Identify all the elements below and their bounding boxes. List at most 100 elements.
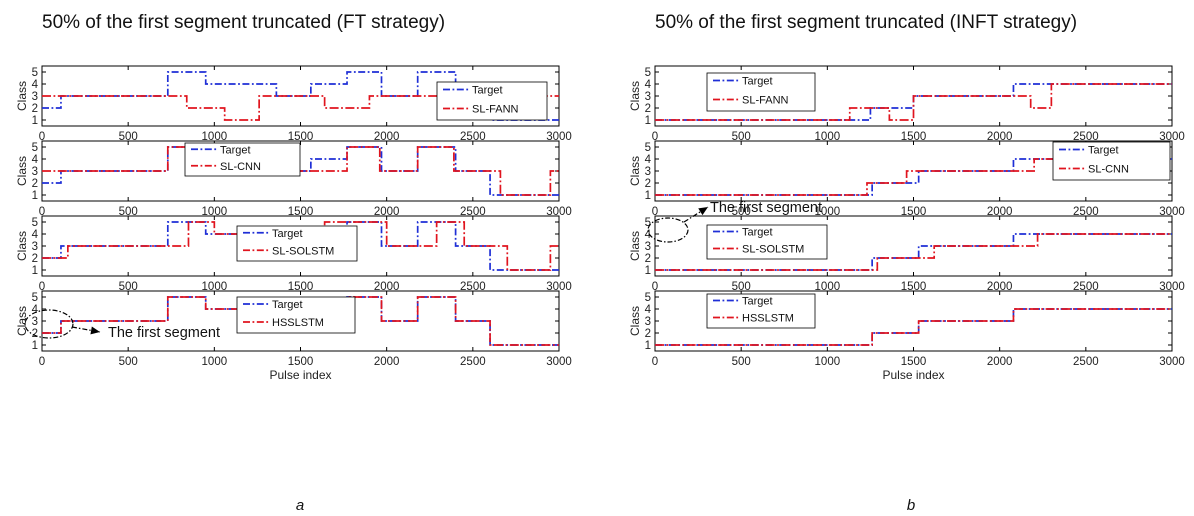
x-tick-label: 1500 xyxy=(288,131,314,143)
x-tick-label: 1500 xyxy=(901,356,927,368)
y-tick-label: 2 xyxy=(645,253,651,265)
x-tick-label: 500 xyxy=(732,281,751,293)
y-tick-label: 3 xyxy=(645,166,651,178)
legend-label-model: SL-FANN xyxy=(472,104,519,116)
legend-box xyxy=(1052,141,1171,181)
column-b-sublabel: b xyxy=(907,497,915,514)
x-tick-label: 500 xyxy=(119,206,138,218)
series-line-model xyxy=(655,233,1172,271)
x-tick-label: 1000 xyxy=(202,281,228,293)
x-tick-label: 0 xyxy=(39,131,45,143)
x-tick-label: 3000 xyxy=(1159,206,1185,218)
x-tick-label: 0 xyxy=(652,356,658,368)
legend-label-target: Target xyxy=(220,144,251,156)
x-tick-label: 0 xyxy=(39,281,45,293)
y-axis-label: Class xyxy=(628,306,642,336)
x-tick-label: 2000 xyxy=(987,206,1013,218)
x-tick-label: 3000 xyxy=(546,206,572,218)
x-tick-label: 2000 xyxy=(374,206,400,218)
y-tick-label: 2 xyxy=(32,253,38,265)
x-tick-label: 1500 xyxy=(288,281,314,293)
x-tick-label: 2500 xyxy=(1073,206,1099,218)
x-tick-label: 0 xyxy=(652,281,658,293)
x-tick-label: 2000 xyxy=(987,356,1013,368)
legend-label-model: SL-CNN xyxy=(1088,164,1129,176)
y-tick-label: 4 xyxy=(32,229,39,241)
series-line-target xyxy=(42,146,559,196)
y-tick-label: 4 xyxy=(32,154,39,166)
legend-box xyxy=(236,296,356,334)
annotation-arrow-head xyxy=(698,207,708,216)
legend-label-target: Target xyxy=(272,299,303,311)
y-tick-label: 5 xyxy=(32,217,38,229)
legend: Target SL-SOLSTM xyxy=(236,225,358,262)
legend-label-model: SL-CNN xyxy=(220,161,261,173)
y-tick-label: 3 xyxy=(32,166,38,178)
x-tick-label: 1500 xyxy=(901,131,927,143)
x-tick-label: 3000 xyxy=(1159,281,1185,293)
x-tick-label: 2000 xyxy=(374,356,400,368)
x-tick-label: 3000 xyxy=(1159,356,1185,368)
y-axis-label: Class xyxy=(628,231,642,261)
x-tick-label: 1000 xyxy=(202,206,228,218)
y-tick-label: 1 xyxy=(32,265,38,277)
legend-label-model: HSSLSTM xyxy=(272,317,324,329)
series-line-model xyxy=(655,83,1172,121)
x-tick-label: 1000 xyxy=(815,206,841,218)
y-tick-label: 4 xyxy=(645,304,652,316)
series-line-model xyxy=(655,158,1172,196)
x-tick-label: 2500 xyxy=(460,356,486,368)
column-a-sublabel: a xyxy=(296,497,304,514)
y-axis-label: Class xyxy=(15,156,29,186)
legend-label-target: Target xyxy=(472,85,503,97)
x-tick-label: 2500 xyxy=(460,131,486,143)
series-line-model xyxy=(655,308,1172,346)
legend-box xyxy=(184,142,301,177)
x-tick-label: 2500 xyxy=(460,206,486,218)
legend: Target HSSLSTM xyxy=(236,296,356,334)
annotation-arrow-head xyxy=(90,326,100,335)
x-tick-label: 3000 xyxy=(546,281,572,293)
legend-box xyxy=(236,225,358,262)
annotation-first-segment-b: The first segment xyxy=(647,200,822,243)
x-tick-label: 0 xyxy=(39,206,45,218)
column-b-title: 50% of the first segment truncated (INFT… xyxy=(655,12,1077,33)
series-line-model xyxy=(42,221,559,271)
x-tick-label: 0 xyxy=(39,356,45,368)
y-tick-label: 1 xyxy=(32,115,38,127)
legend: Target SL-CNN xyxy=(1052,141,1171,181)
y-tick-label: 5 xyxy=(645,217,651,229)
series-line-target xyxy=(655,158,1172,196)
y-tick-label: 1 xyxy=(645,115,651,127)
x-tick-label: 500 xyxy=(119,356,138,368)
x-tick-label: 1500 xyxy=(288,206,314,218)
y-tick-label: 2 xyxy=(645,178,651,190)
y-tick-label: 5 xyxy=(645,292,651,304)
y-tick-label: 4 xyxy=(645,79,652,91)
x-tick-label: 3000 xyxy=(546,356,572,368)
x-tick-label: 1500 xyxy=(288,356,314,368)
x-tick-label: 2500 xyxy=(1073,356,1099,368)
x-tick-label: 1500 xyxy=(901,206,927,218)
y-tick-label: 1 xyxy=(645,190,651,202)
legend-label-model: SL-SOLSTM xyxy=(742,244,804,256)
y-tick-label: 4 xyxy=(32,79,39,91)
x-tick-label: 500 xyxy=(732,131,751,143)
legend: Target SL-SOLSTM xyxy=(706,224,828,260)
x-tick-label: 500 xyxy=(732,206,751,218)
x-tick-label: 1000 xyxy=(815,356,841,368)
legend-label-target: Target xyxy=(742,296,773,308)
x-tick-label: 2000 xyxy=(374,281,400,293)
legend: Target SL-FANN xyxy=(706,72,816,112)
y-tick-label: 2 xyxy=(645,328,651,340)
legend-label-target: Target xyxy=(1088,145,1119,157)
y-tick-label: 2 xyxy=(32,178,38,190)
annotation-ellipse xyxy=(647,217,689,243)
